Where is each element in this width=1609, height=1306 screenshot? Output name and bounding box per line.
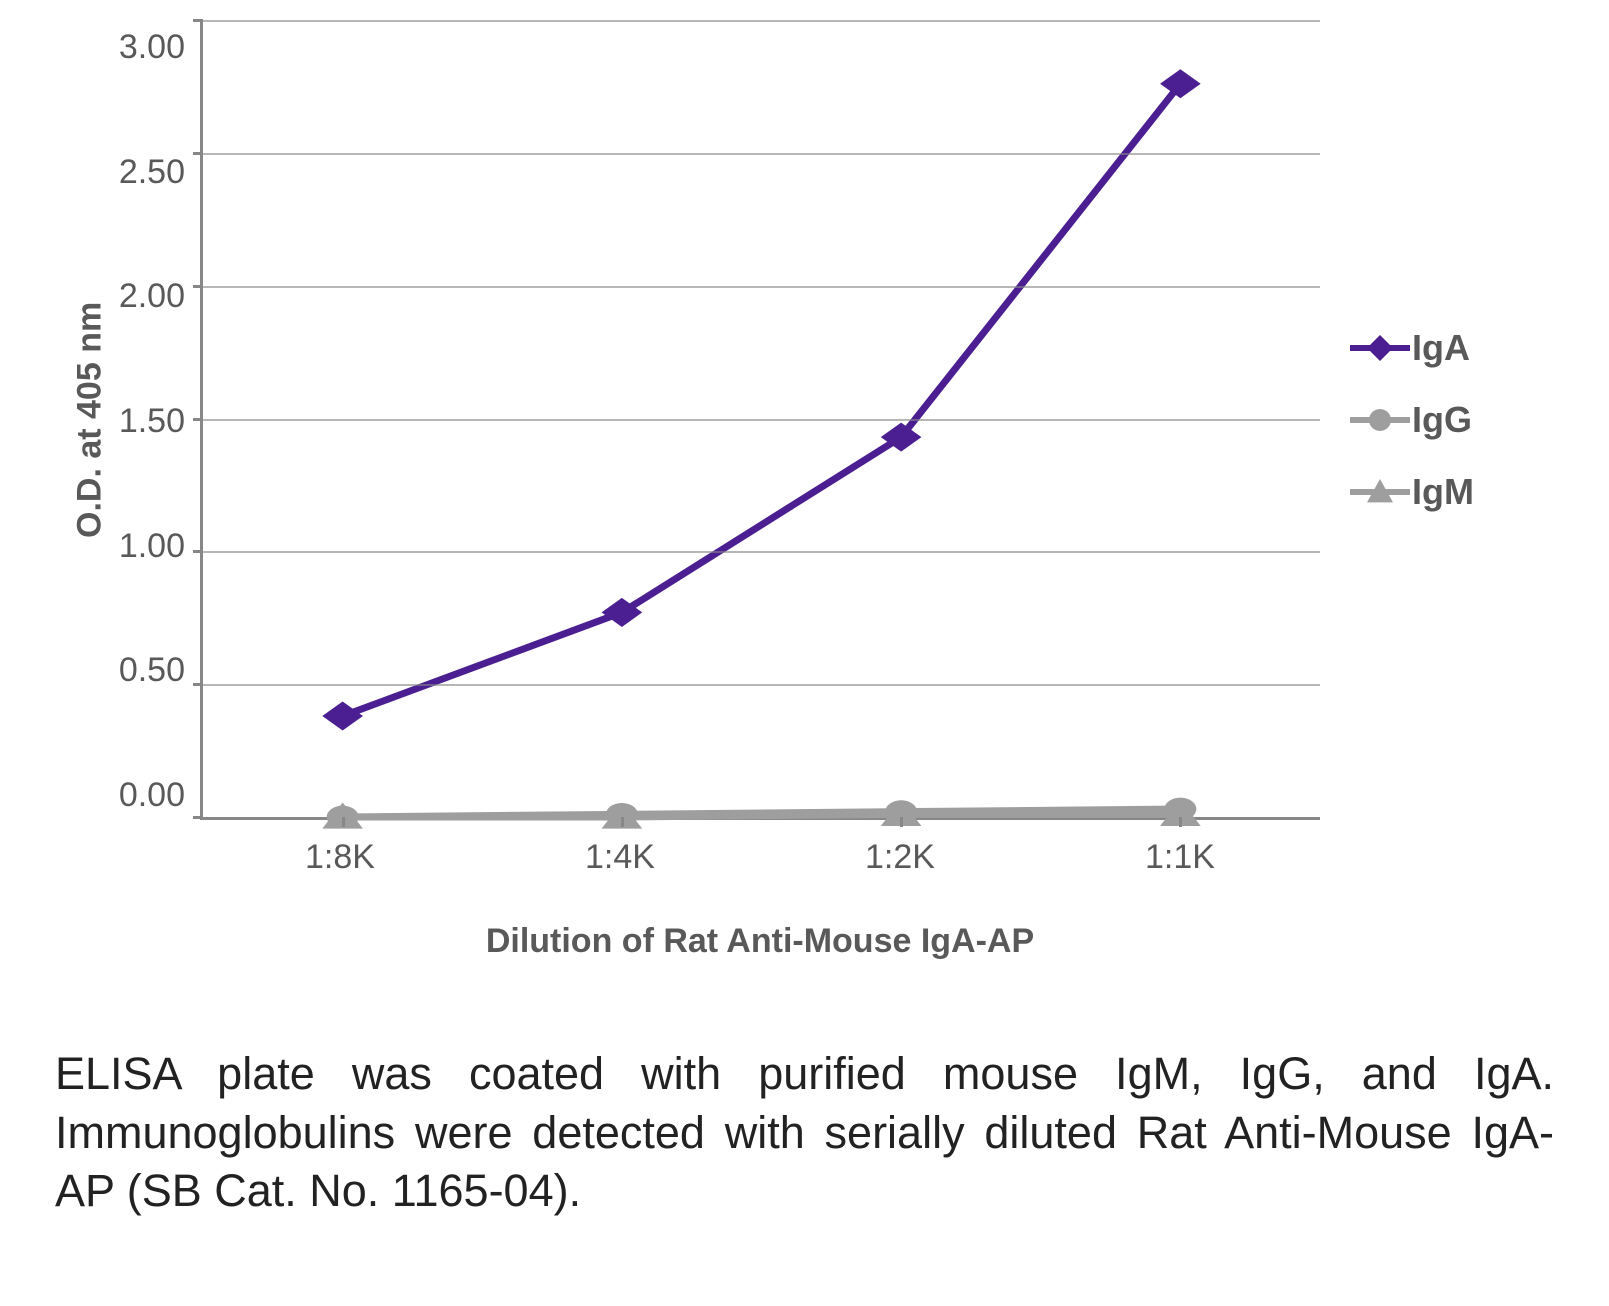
legend-item-IgA: IgA [1350,327,1550,369]
x-axis-area: 1:8K 1:4K 1:2K 1:1K [60,820,1550,877]
gridline [203,551,1320,553]
legend-swatch [1350,417,1410,423]
x-tick-label: 1:4K [585,838,655,877]
marker-IgA [322,702,363,731]
y-tick-label: 2.50 [110,155,185,189]
y-tick-label: 1.00 [110,529,185,563]
chart-container: O.D. at 405 nm 3.00 2.50 2.00 1.50 1.00 0.50 0… [60,20,1550,980]
legend-label: IgG [1412,399,1472,441]
plot-area [200,20,1320,820]
x-tick-mark [1179,817,1182,827]
y-tick-mark [193,550,203,553]
y-tick-mark [193,19,203,22]
plot-wrapper: IgA IgG IgM [200,20,1550,820]
legend-label: IgA [1412,327,1470,369]
legend-item-IgM: IgM [1350,471,1550,513]
y-tick-label: 0.00 [110,778,185,812]
y-tick-mark [193,152,203,155]
x-tick-label: 1:8K [305,838,375,877]
x-tick-label: 1:1K [1145,838,1215,877]
x-axis-label: Dilution of Rat Anti-Mouse IgA-AP [60,922,1550,961]
marker-IgA [1160,69,1201,98]
x-tick-mark [621,817,624,827]
legend-label: IgM [1412,471,1474,513]
gridline [203,153,1320,155]
y-axis-label: O.D. at 405 nm [60,20,110,820]
y-tick-label: 0.50 [110,653,185,687]
y-tick-mark [193,816,203,819]
y-tick-label: 1.50 [110,404,185,438]
circle-icon [1365,405,1395,435]
caption-text: ELISA plate was coated with purified mou… [55,1045,1554,1221]
y-tick-mark [193,683,203,686]
y-tick-mark [193,285,203,288]
x-axis-ticks: 1:8K 1:4K 1:2K 1:1K [200,820,1320,877]
legend-item-IgG: IgG [1350,399,1550,441]
gridline [203,20,1320,22]
y-tick-label: 2.00 [110,279,185,313]
x-tick-label: 1:2K [865,838,935,877]
chart-main: O.D. at 405 nm 3.00 2.50 2.00 1.50 1.00 0.50 0… [60,20,1550,820]
triangle-icon [1365,477,1395,507]
gridline [203,286,1320,288]
series-line-IgM [343,814,1181,817]
y-tick-mark [193,418,203,421]
x-tick-mark [900,817,903,827]
gridline [203,684,1320,686]
series-line-IgA [343,84,1181,716]
x-tick-mark [342,817,345,827]
legend-swatch [1350,489,1410,495]
diamond-icon [1365,333,1395,363]
y-axis-ticks: 3.00 2.50 2.00 1.50 1.00 0.50 0.00 [110,20,200,820]
gridline [203,419,1320,421]
y-tick-label: 3.00 [110,30,185,64]
legend: IgA IgG IgM [1320,20,1550,820]
legend-swatch [1350,345,1410,351]
